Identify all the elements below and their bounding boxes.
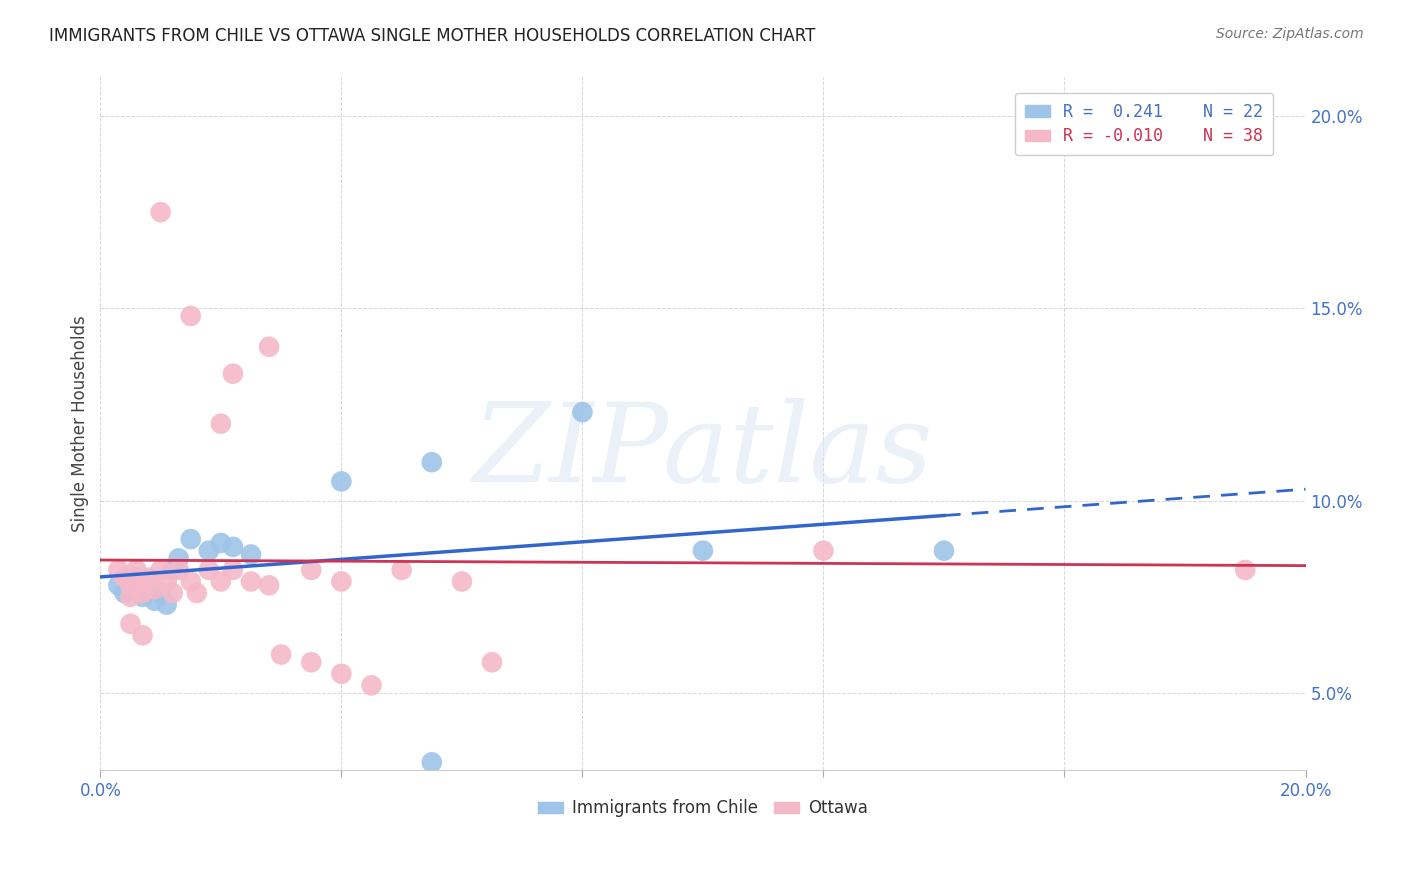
Point bbox=[198, 563, 221, 577]
Point bbox=[149, 205, 172, 219]
Point bbox=[360, 678, 382, 692]
Point bbox=[131, 586, 153, 600]
Point bbox=[156, 574, 179, 589]
Point bbox=[270, 648, 292, 662]
Y-axis label: Single Mother Households: Single Mother Households bbox=[72, 316, 89, 533]
Point bbox=[240, 574, 263, 589]
Point bbox=[149, 586, 172, 600]
Point bbox=[162, 563, 184, 577]
Point bbox=[167, 551, 190, 566]
Point bbox=[180, 532, 202, 546]
Point bbox=[692, 543, 714, 558]
Point bbox=[330, 475, 353, 489]
Point bbox=[222, 563, 245, 577]
Point bbox=[125, 571, 148, 585]
Point bbox=[209, 417, 232, 431]
Point bbox=[257, 340, 280, 354]
Point bbox=[932, 543, 955, 558]
Point bbox=[180, 574, 202, 589]
Point bbox=[240, 548, 263, 562]
Point bbox=[813, 543, 835, 558]
Point bbox=[125, 563, 148, 577]
Point bbox=[222, 540, 245, 554]
Point bbox=[131, 628, 153, 642]
Point bbox=[107, 563, 129, 577]
Point bbox=[186, 586, 208, 600]
Point bbox=[120, 582, 142, 596]
Point bbox=[120, 616, 142, 631]
Point bbox=[451, 574, 474, 589]
Point bbox=[209, 536, 232, 550]
Point bbox=[198, 543, 221, 558]
Point bbox=[420, 756, 443, 770]
Point bbox=[481, 655, 503, 669]
Point bbox=[167, 563, 190, 577]
Point bbox=[299, 563, 322, 577]
Point bbox=[149, 563, 172, 577]
Point bbox=[330, 574, 353, 589]
Point bbox=[209, 574, 232, 589]
Point bbox=[131, 590, 153, 604]
Point bbox=[143, 582, 166, 596]
Point bbox=[120, 578, 142, 592]
Legend: Immigrants from Chile, Ottawa: Immigrants from Chile, Ottawa bbox=[531, 793, 875, 824]
Point bbox=[299, 655, 322, 669]
Point bbox=[143, 593, 166, 607]
Text: Source: ZipAtlas.com: Source: ZipAtlas.com bbox=[1216, 27, 1364, 41]
Point bbox=[114, 571, 136, 585]
Point bbox=[138, 574, 160, 589]
Point bbox=[257, 578, 280, 592]
Point bbox=[180, 309, 202, 323]
Point bbox=[120, 590, 142, 604]
Text: ZIPatlas: ZIPatlas bbox=[472, 398, 934, 505]
Text: IMMIGRANTS FROM CHILE VS OTTAWA SINGLE MOTHER HOUSEHOLDS CORRELATION CHART: IMMIGRANTS FROM CHILE VS OTTAWA SINGLE M… bbox=[49, 27, 815, 45]
Point bbox=[222, 367, 245, 381]
Point bbox=[114, 586, 136, 600]
Point bbox=[107, 578, 129, 592]
Point bbox=[1234, 563, 1257, 577]
Point bbox=[162, 586, 184, 600]
Point bbox=[330, 666, 353, 681]
Point bbox=[131, 574, 153, 589]
Point bbox=[420, 455, 443, 469]
Point bbox=[571, 405, 593, 419]
Point bbox=[138, 571, 160, 585]
Point bbox=[156, 598, 179, 612]
Point bbox=[391, 563, 413, 577]
